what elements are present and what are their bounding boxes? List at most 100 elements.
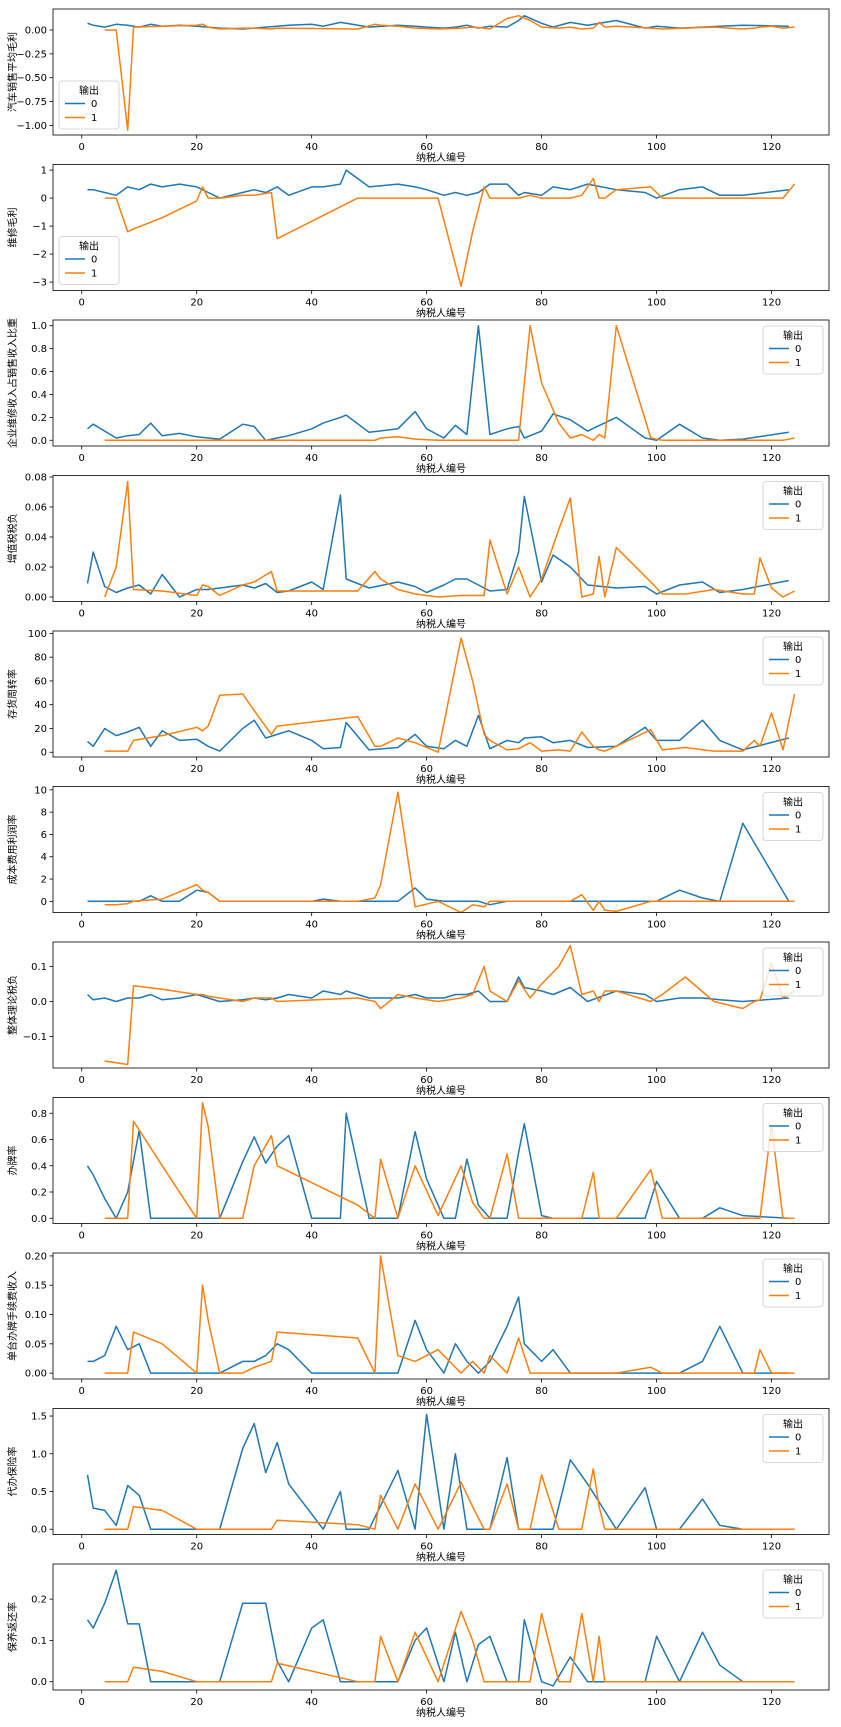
plot-area [86, 1102, 795, 1220]
x-tick-label: 120 [762, 142, 781, 153]
plot-area [87, 169, 796, 288]
y-tick-label: 2 [41, 875, 47, 886]
x-tick-label: 60 [420, 1231, 433, 1242]
x-tick-label: 100 [647, 453, 666, 464]
x-tick-label: 80 [535, 1231, 548, 1242]
legend-title: 输出 [79, 84, 99, 97]
legend-label: 1 [795, 669, 801, 680]
y-tick-label: 1.0 [31, 1449, 47, 1460]
x-axis-label: 纳税人编号 [416, 307, 466, 320]
y-tick-label: 0.1 [31, 962, 47, 973]
x-axis-label: 纳税人编号 [416, 1706, 466, 1719]
x-tick-label: 80 [535, 298, 548, 309]
x-tick-label: 80 [535, 453, 548, 464]
x-axis-label: 纳税人编号 [416, 1084, 466, 1097]
x-tick-label: 40 [305, 1697, 318, 1708]
y-tick-label: 0.2 [31, 413, 47, 424]
series-line [104, 1610, 795, 1683]
legend-label: 1 [91, 113, 97, 124]
x-tick-label: 120 [762, 1075, 781, 1086]
y-tick-label: 0.00 [25, 1369, 47, 1380]
legend-label: 1 [795, 1602, 801, 1613]
x-tick-label: 0 [79, 1542, 85, 1553]
x-tick-label: 120 [762, 920, 781, 931]
y-tick-label: −3 [32, 278, 47, 289]
x-tick-label: 40 [305, 764, 318, 775]
legend-label: 1 [795, 1447, 801, 1458]
x-tick-label: 60 [420, 764, 433, 775]
y-axis-label: 办牌率 [6, 1146, 19, 1176]
legend-title: 输出 [783, 329, 803, 342]
y-tick-label: 0.02 [25, 563, 47, 574]
axes-frame [52, 630, 830, 758]
y-tick-label: 0.2 [31, 1188, 47, 1199]
y-tick-label: 0.6 [31, 367, 47, 378]
legend-label: 1 [795, 980, 801, 991]
legend-label: 0 [795, 1433, 801, 1444]
legend-title: 输出 [783, 485, 803, 498]
legend-label: 0 [795, 966, 801, 977]
legend-title: 输出 [783, 796, 803, 809]
x-tick-label: 0 [79, 298, 85, 309]
series-line [104, 1102, 795, 1220]
y-tick-label: 0.06 [25, 503, 47, 514]
x-tick-label: 80 [535, 142, 548, 153]
series-line [87, 14, 789, 30]
axes-frame [52, 164, 830, 291]
x-axis-label: 纳税人编号 [416, 618, 466, 631]
x-tick-label: 80 [535, 920, 548, 931]
plot-area [86, 1569, 795, 1687]
series-line [104, 791, 795, 913]
subplot: 0.0 0.5 1.0 1.5 0 20 40 60 80 100 120 纳税人编号 代办保险率 输出 0… [6, 1408, 830, 1564]
x-tick-label: 0 [79, 1697, 85, 1708]
x-tick-label: 40 [305, 1542, 318, 1553]
series-line [104, 324, 795, 442]
series-line [87, 169, 789, 199]
x-tick-label: 20 [190, 764, 203, 775]
x-tick-label: 100 [647, 764, 666, 775]
axes-frame [52, 475, 830, 602]
axes-frame [52, 1408, 830, 1535]
x-tick-label: 100 [647, 609, 666, 620]
x-tick-label: 100 [647, 1386, 666, 1397]
x-axis-label: 纳税人编号 [416, 1395, 466, 1408]
x-axis-label: 纳税人编号 [416, 773, 466, 786]
y-tick-label: 10 [34, 785, 47, 796]
subplot: 0.00 0.05 0.10 0.15 0.20 0 20 40 60 80 100 120 纳税人编号… [6, 1251, 830, 1408]
x-axis-label: 纳税人编号 [416, 462, 466, 475]
y-axis-label: 企业维修收入占销售收入比重 [6, 318, 19, 448]
y-tick-label: 80 [34, 653, 47, 664]
x-tick-label: 100 [647, 920, 666, 931]
x-tick-label: 20 [190, 453, 203, 464]
x-tick-label: 100 [647, 1542, 666, 1553]
legend-label: 0 [795, 1588, 801, 1599]
y-tick-label: 0.04 [25, 533, 47, 544]
y-tick-label: −1.00 [16, 121, 47, 132]
legend-label: 0 [91, 255, 97, 266]
series-line [104, 637, 796, 753]
subplot: 0.0 0.2 0.4 0.6 0.8 1.0 0 20 40 60 80 100 120 纳税人编号 企业… [6, 318, 830, 475]
y-tick-label: 40 [34, 700, 47, 711]
y-axis-label: 维修毛利 [6, 208, 19, 248]
series-line [86, 1413, 789, 1530]
x-axis-label: 纳税人编号 [416, 151, 466, 164]
x-tick-label: 20 [190, 1542, 203, 1553]
y-tick-label: 0.8 [31, 1109, 47, 1120]
series-line [86, 976, 789, 1003]
x-tick-label: 0 [79, 609, 85, 620]
x-tick-label: 0 [79, 1386, 85, 1397]
y-tick-label: 1.5 [31, 1412, 47, 1423]
x-tick-label: 20 [190, 298, 203, 309]
x-tick-label: 120 [762, 609, 781, 620]
y-tick-label: 0.0 [31, 997, 47, 1008]
legend-label: 0 [795, 1122, 801, 1133]
legend-label: 1 [795, 1291, 801, 1302]
series-line [87, 714, 789, 752]
subplot: 0.0 0.1 0.2 0 20 40 60 80 100 120 纳税人编号 保养返还率 输出 0 1 [6, 1563, 830, 1719]
x-tick-label: 20 [190, 142, 203, 153]
x-tick-label: 40 [305, 1075, 318, 1086]
x-tick-label: 80 [535, 1542, 548, 1553]
y-tick-label: −0.1 [23, 1032, 47, 1043]
x-tick-label: 40 [305, 609, 318, 620]
plot-area [87, 1255, 795, 1374]
